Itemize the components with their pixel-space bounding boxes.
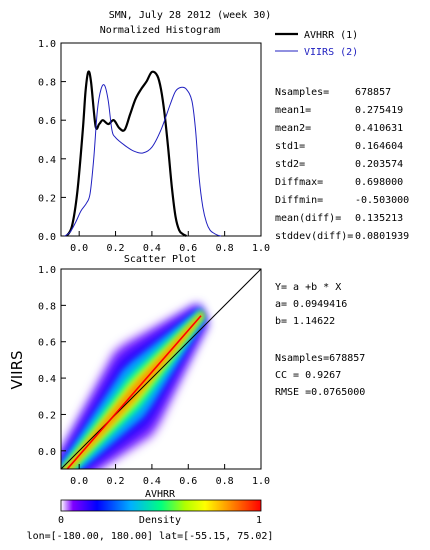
histogram-y-tick-label: 0.8 bbox=[38, 78, 56, 89]
histogram-chart: 0.0 0.2 0.4 0.6 0.8 1.0 0.0 0.2 0.4 0.6 0.8 1.0 bbox=[38, 39, 270, 254]
stat-value: -0.503000 bbox=[355, 195, 409, 206]
scatter-y-tick-label: 0.6 bbox=[38, 338, 56, 349]
scatter-lines bbox=[61, 269, 261, 469]
scatter-x-tick-label: 0.0 bbox=[70, 476, 88, 487]
legend-label-avhrr: AVHRR (1) bbox=[304, 30, 358, 41]
scatter-x-axis-label: AVHRR bbox=[145, 489, 176, 500]
scatter-x-tick-label: 0.4 bbox=[143, 476, 161, 487]
histogram-y-tick-label: 0.2 bbox=[38, 193, 56, 204]
scatter-density-band-5 bbox=[64, 312, 204, 469]
scatter-x-tick-label: 0.6 bbox=[179, 476, 197, 487]
histogram-x-tick-label: 0.4 bbox=[143, 243, 161, 254]
stat-label: std2= bbox=[275, 159, 305, 170]
histogram-y-tick-label: 0.4 bbox=[38, 155, 56, 166]
fit-intercept: a= 0.0949416 bbox=[275, 299, 347, 310]
stat-label: Diffmin= bbox=[275, 195, 323, 206]
histogram-x-tick-label: 0.8 bbox=[216, 243, 234, 254]
scatter-y-tick-label: 0.4 bbox=[38, 374, 56, 385]
stat-value: 678857 bbox=[355, 87, 391, 98]
histogram-x-tick-label: 0.6 bbox=[179, 243, 197, 254]
stat-label: mean2= bbox=[275, 123, 311, 134]
scatter-stats: Y= a +b * X a= 0.0949416 b= 1.14622 Nsam… bbox=[275, 282, 365, 398]
histogram-legend: AVHRR (1) VIIRS (2) bbox=[275, 30, 358, 58]
histogram-stats: Nsamples= 678857 mean1= 0.275419 mean2= … bbox=[275, 87, 409, 242]
histogram-x-ticks: 0.0 0.2 0.4 0.6 0.8 1.0 bbox=[70, 231, 270, 254]
scatter-y-tick-label: 0.0 bbox=[38, 447, 56, 458]
legend-label-viirs: VIIRS (2) bbox=[304, 47, 358, 58]
histogram-x-tick-label: 1.0 bbox=[252, 243, 270, 254]
histogram-x-tick-label: 0.0 bbox=[70, 243, 88, 254]
colorbar-max-label: 1 bbox=[256, 515, 262, 526]
stat-label: Nsamples= bbox=[275, 87, 329, 98]
fit-slope: b= 1.14622 bbox=[275, 316, 335, 327]
stat-label: mean1= bbox=[275, 105, 311, 116]
histogram-x-tick-label: 0.2 bbox=[107, 243, 125, 254]
scatter-y-tick-label: 0.8 bbox=[38, 301, 56, 312]
footer-region: lon=[-180.00, 180.00] lat=[-55.15, 75.02… bbox=[27, 531, 274, 542]
histogram-y-tick-label: 1.0 bbox=[38, 39, 56, 50]
scatter-x-ticks: 0.0 0.2 0.4 0.6 0.8 1.0 bbox=[70, 464, 270, 487]
stat-value: 0.698000 bbox=[355, 177, 403, 188]
stat-value: 0.275419 bbox=[355, 105, 403, 116]
scatter-rmse: RMSE =0.0765000 bbox=[275, 387, 365, 398]
stat-label: stddev(diff)= bbox=[275, 231, 353, 242]
scatter-cc: CC = 0.9267 bbox=[275, 370, 341, 381]
scatter-identity-line bbox=[61, 269, 261, 469]
stat-label: Diffmax= bbox=[275, 177, 323, 188]
stat-label: std1= bbox=[275, 141, 305, 152]
scatter-y-axis-label: VIIRS bbox=[8, 350, 26, 389]
stat-value: 0.0801939 bbox=[355, 231, 409, 242]
scatter-y-tick-label: 1.0 bbox=[38, 265, 56, 276]
stat-value: 0.203574 bbox=[355, 159, 403, 170]
histogram-series-line-viirs bbox=[64, 84, 222, 237]
histogram-title: Normalized Histogram bbox=[100, 25, 220, 36]
fit-equation: Y= a +b * X bbox=[275, 282, 341, 293]
scatter-y-ticks: 0.0 0.2 0.4 0.6 0.8 1.0 bbox=[38, 265, 66, 458]
scatter-y-tick-label: 0.2 bbox=[38, 410, 56, 421]
histogram-y-tick-label: 0.0 bbox=[38, 232, 56, 243]
histogram-y-tick-label: 0.6 bbox=[38, 116, 56, 127]
scatter-frame bbox=[60, 268, 262, 470]
histogram-frame bbox=[60, 42, 262, 237]
stat-value: 0.164604 bbox=[355, 141, 403, 152]
colorbar-min-label: 0 bbox=[58, 515, 64, 526]
stat-value: 0.135213 bbox=[355, 213, 403, 224]
histogram-y-ticks: 0.0 0.2 0.4 0.6 0.8 1.0 bbox=[38, 39, 66, 243]
scatter-x-tick-label: 0.8 bbox=[216, 476, 234, 487]
colorbar-title: Density bbox=[139, 515, 181, 526]
stat-label: mean(diff)= bbox=[275, 213, 341, 224]
scatter-x-tick-label: 0.2 bbox=[107, 476, 125, 487]
scatter-x-tick-label: 1.0 bbox=[252, 476, 270, 487]
scatter-nsamples: Nsamples=678857 bbox=[275, 353, 365, 364]
scatter-title: Scatter Plot bbox=[124, 254, 196, 265]
histogram-series bbox=[64, 70, 222, 237]
figure-title: SMN, July 28 2012 (week 30) bbox=[109, 10, 272, 21]
scatter-density-cloud bbox=[61, 303, 208, 469]
scatter-chart: 0.0 0.2 0.4 0.6 0.8 1.0 0.0 0.2 0.4 0.6 0.8 1.0 AV… bbox=[8, 265, 270, 500]
histogram-series-line-avhrr bbox=[65, 70, 187, 237]
colorbar-gradient bbox=[60, 499, 262, 512]
scatter-fit-line bbox=[66, 315, 202, 469]
stat-value: 0.410631 bbox=[355, 123, 403, 134]
colorbar: 0 Density 1 bbox=[58, 499, 262, 526]
